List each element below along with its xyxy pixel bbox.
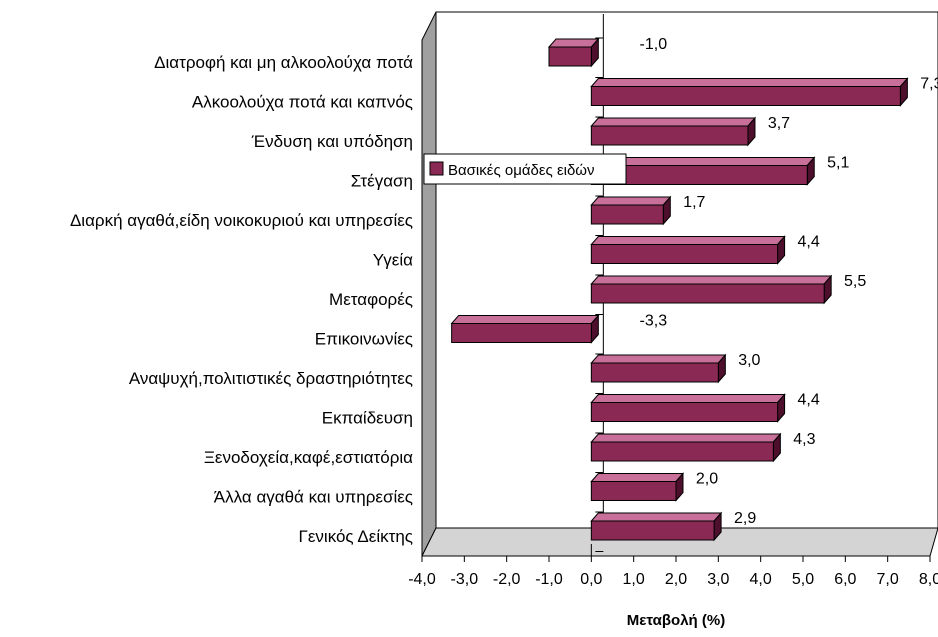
bar-front-face xyxy=(590,481,677,501)
bar-top-face xyxy=(450,315,600,324)
data-label: 3,7 xyxy=(768,115,790,132)
bar xyxy=(450,314,600,344)
bar-front-face xyxy=(590,402,779,422)
bar xyxy=(590,511,723,542)
bar-top-face xyxy=(590,512,723,522)
bar-front-face xyxy=(590,125,749,146)
category-label: Επικοινωνίες xyxy=(315,330,413,349)
legend-swatch xyxy=(429,161,444,176)
x-tick-label: -2,0 xyxy=(493,571,521,588)
x-tick-label: 2,0 xyxy=(665,571,687,588)
x-tick-label: 3,0 xyxy=(707,571,729,588)
bar xyxy=(590,472,685,502)
bar-top-face xyxy=(590,196,672,206)
x-tick-label: -1,0 xyxy=(535,571,563,588)
bar-top-face xyxy=(590,354,727,364)
category-label: Άλλα αγαθά και υπηρεσίες xyxy=(214,488,413,507)
x-tick-label: 0,0 xyxy=(580,571,602,588)
bar xyxy=(590,116,757,147)
data-label: 4,4 xyxy=(797,392,819,409)
category-label: Ένδυση και υπόδηση xyxy=(251,132,413,151)
bar-front-face xyxy=(590,86,901,106)
bar-top-face xyxy=(590,236,786,245)
category-label: Διαρκή αγαθά,είδη νοικοκυριού και υπηρεσ… xyxy=(70,211,413,230)
bar-front-face xyxy=(590,244,779,264)
data-label: 5,1 xyxy=(827,155,849,172)
bar-top-face xyxy=(590,394,786,403)
bar xyxy=(590,274,833,305)
plot-side-wall xyxy=(421,11,437,557)
x-tick-label: -3,0 xyxy=(451,571,479,588)
data-labels: -1,0 7,3 3,7 5,1 1,7 4,4 5,5 -3,3 3,0 4,4 4,3 2,0 2,… xyxy=(640,36,938,527)
legend: Βασικές ομάδες ειδών xyxy=(423,153,627,185)
bar-top-face xyxy=(590,78,909,87)
bar xyxy=(590,353,727,384)
bar xyxy=(590,432,782,463)
bar xyxy=(590,235,786,265)
data-label: 3,0 xyxy=(738,352,760,369)
category-label: Εκπαίδευση xyxy=(322,409,413,428)
bar-front-face xyxy=(590,520,715,541)
data-label: 2,0 xyxy=(696,471,718,488)
data-label: 4,3 xyxy=(793,431,815,448)
category-label: Υγεία xyxy=(373,251,413,270)
data-label: 4,4 xyxy=(797,234,819,251)
bar-front-face xyxy=(590,441,774,462)
bar-front-face xyxy=(548,46,592,67)
category-label: Στέγαση xyxy=(351,172,413,191)
category-label: Γενικός Δείκτης xyxy=(298,527,413,546)
bar xyxy=(590,156,816,186)
data-label: 1,7 xyxy=(683,194,705,211)
x-tick-label: 1,0 xyxy=(623,571,645,588)
x-axis-ticks: -4,0 -3,0 -2,0 -1,0 0,0 1,0 2,0 3,0 4,0 5,0 6,0 7,0… xyxy=(408,555,938,588)
bar-front-face xyxy=(451,323,592,343)
x-tick-label: 7,0 xyxy=(877,571,899,588)
x-tick-label: 6,0 xyxy=(834,571,856,588)
x-tick-label: 5,0 xyxy=(792,571,814,588)
bar-top-face xyxy=(590,275,833,285)
bar-top-face xyxy=(547,38,600,48)
bar-top-face xyxy=(590,473,685,482)
data-label: -1,0 xyxy=(640,36,668,53)
bar-top-face xyxy=(590,117,757,127)
legend-box xyxy=(423,153,627,185)
data-label: 2,9 xyxy=(734,510,756,527)
bar xyxy=(547,37,600,68)
x-tick-label: -4,0 xyxy=(408,571,436,588)
bar xyxy=(590,77,909,107)
bar xyxy=(590,393,786,423)
category-label: Αλκοολούχα ποτά και καπνός xyxy=(192,93,413,112)
x-tick-label: 8,0 xyxy=(919,571,938,588)
x-axis-title: Μεταβολή (%) xyxy=(627,612,725,629)
category-label: Ξενοδοχεία,καφέ,εστιατόρια xyxy=(204,448,413,467)
bars xyxy=(450,37,909,542)
x-tick-label: 4,0 xyxy=(750,571,772,588)
bar-front-face xyxy=(590,204,664,225)
bar-front-face xyxy=(590,283,825,304)
category-label: Διατροφή και μη αλκοολούχα ποτά xyxy=(154,53,413,72)
data-label: 5,5 xyxy=(844,273,866,290)
legend-label: Βασικές ομάδες ειδών xyxy=(448,162,595,179)
category-labels: Διατροφή και μη αλκοολούχα ποτά Αλκοολούχ… xyxy=(70,53,413,546)
category-label: Αναψυχή,πολιτιστικές δραστηριότητες xyxy=(129,369,413,388)
bar-top-face xyxy=(590,433,782,443)
bar xyxy=(590,195,672,226)
bar-front-face xyxy=(590,362,719,383)
data-label: -3,3 xyxy=(640,313,668,330)
data-label: 7,3 xyxy=(920,76,938,93)
category-label: Μεταφορές xyxy=(329,290,413,309)
